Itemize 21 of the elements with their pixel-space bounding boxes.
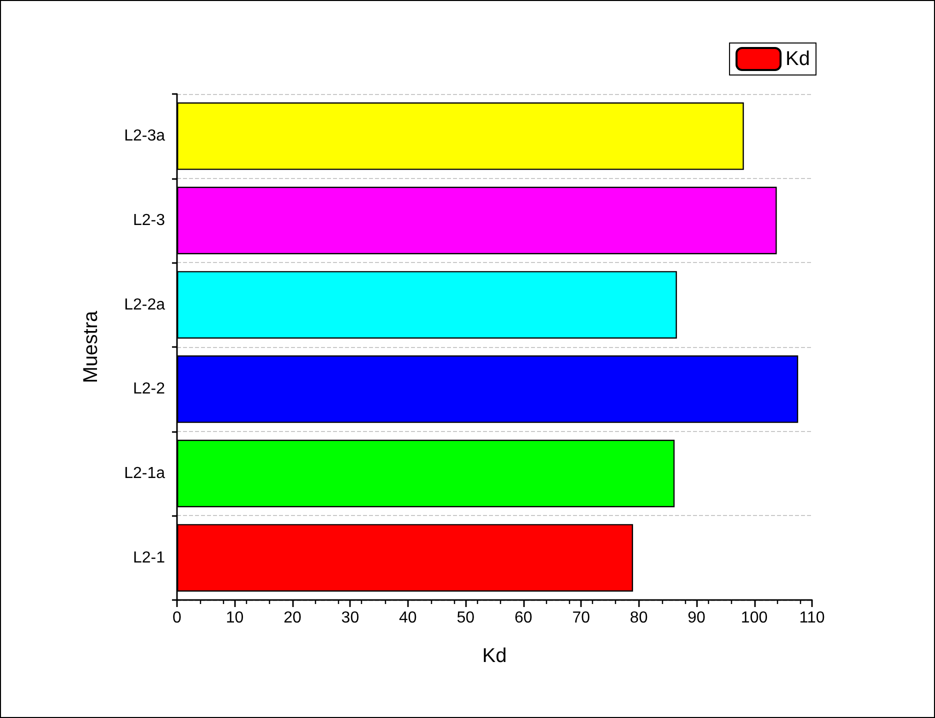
x-tick-label: 110 bbox=[799, 610, 825, 626]
x-tick-label: 0 bbox=[172, 610, 182, 626]
x-tick-label: 80 bbox=[630, 610, 648, 626]
y-tick-label: L2-2 bbox=[132, 380, 166, 398]
x-tick-label: 10 bbox=[226, 610, 244, 626]
y-tick-label: L2-3a bbox=[124, 128, 166, 145]
x-axis-title: Kd bbox=[482, 645, 507, 667]
y-tick-label: L2-3 bbox=[132, 212, 166, 229]
x-tick-label: 50 bbox=[456, 610, 475, 626]
y-tick-label: L2-1 bbox=[132, 549, 166, 566]
y-tick-label: L2-2a bbox=[124, 296, 166, 314]
legend-label: Kd bbox=[786, 48, 810, 70]
x-tick-label: 20 bbox=[284, 610, 302, 626]
x-tick-label: 60 bbox=[514, 610, 532, 626]
x-tick-label: 70 bbox=[572, 610, 590, 626]
x-tick-label: 30 bbox=[341, 610, 360, 626]
x-tick-label: 90 bbox=[688, 610, 706, 626]
y-axis-title: Muestra bbox=[80, 310, 102, 384]
x-tick-label: 100 bbox=[740, 610, 768, 626]
y-tick-label: L2-1a bbox=[124, 465, 166, 482]
x-tick-label: 40 bbox=[399, 610, 417, 626]
